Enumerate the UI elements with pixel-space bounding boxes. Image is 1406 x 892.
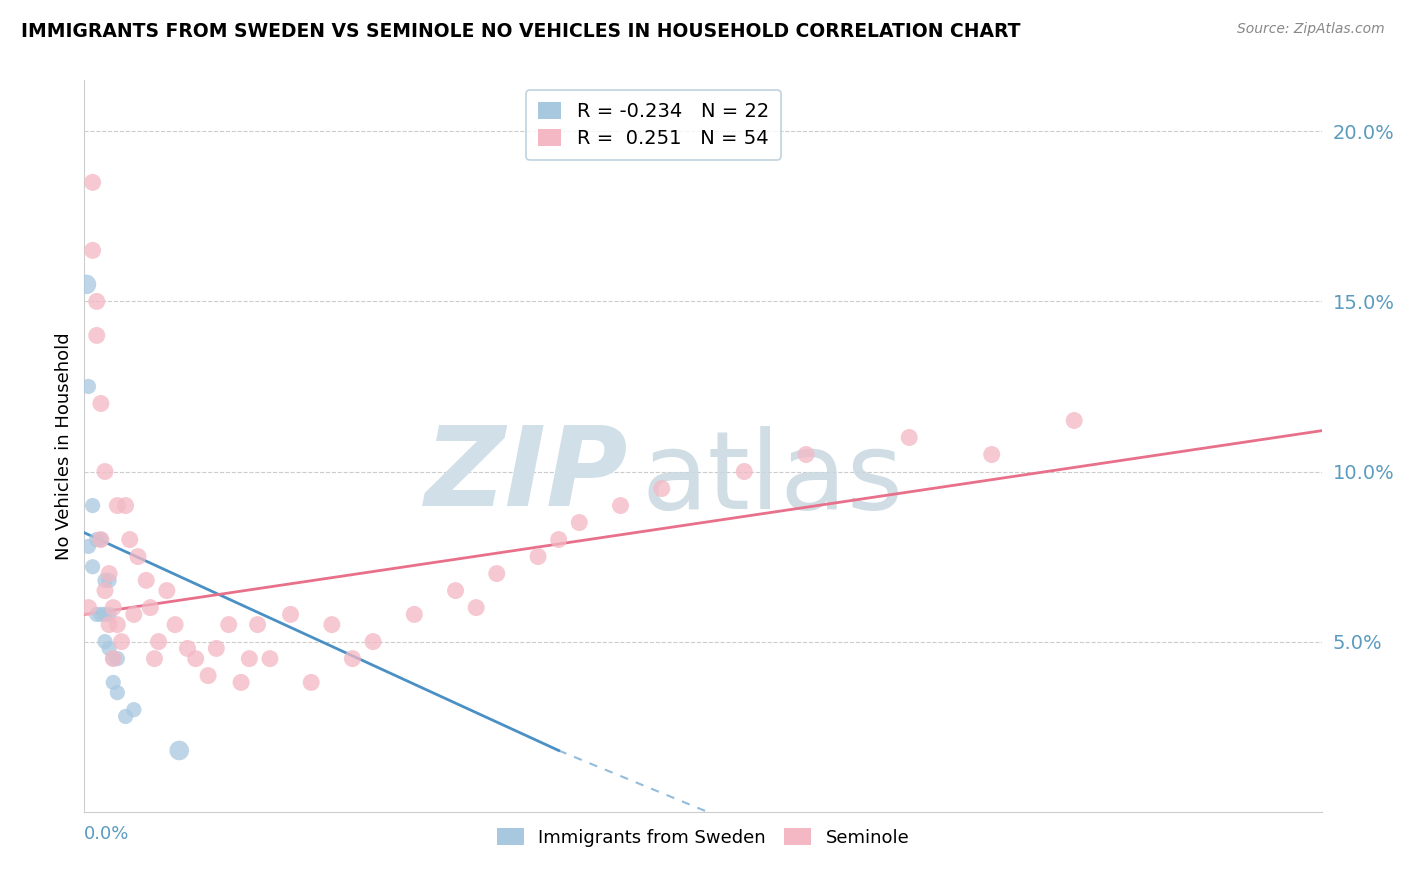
Point — [94, 574, 117, 588]
Point — [105, 651, 128, 665]
Point — [77, 379, 100, 393]
Point — [527, 549, 550, 564]
Point — [218, 617, 240, 632]
Point — [259, 651, 281, 665]
Point — [176, 641, 198, 656]
Point — [90, 607, 112, 622]
Text: IMMIGRANTS FROM SWEDEN VS SEMINOLE NO VEHICLES IN HOUSEHOLD CORRELATION CHART: IMMIGRANTS FROM SWEDEN VS SEMINOLE NO VE… — [21, 22, 1021, 41]
Point — [98, 617, 121, 632]
Point — [205, 641, 228, 656]
Point — [118, 533, 141, 547]
Point — [90, 396, 112, 410]
Point — [82, 244, 104, 258]
Point — [465, 600, 488, 615]
Point — [82, 499, 104, 513]
Text: atlas: atlas — [641, 425, 903, 532]
Point — [86, 328, 108, 343]
Point — [609, 499, 631, 513]
Point — [103, 651, 125, 665]
Point — [1063, 413, 1085, 427]
Point — [98, 566, 121, 581]
Point — [86, 607, 108, 622]
Point — [122, 703, 145, 717]
Legend: Immigrants from Sweden, Seminole: Immigrants from Sweden, Seminole — [489, 822, 917, 854]
Point — [114, 709, 136, 723]
Point — [167, 743, 190, 757]
Text: Source: ZipAtlas.com: Source: ZipAtlas.com — [1237, 22, 1385, 37]
Point — [794, 448, 817, 462]
Point — [299, 675, 322, 690]
Point — [82, 175, 104, 189]
Point — [148, 634, 170, 648]
Point — [77, 600, 100, 615]
Point — [105, 686, 128, 700]
Point — [105, 617, 128, 632]
Point — [197, 668, 219, 682]
Point — [898, 430, 921, 444]
Point — [485, 566, 508, 581]
Point — [103, 651, 125, 665]
Point — [103, 600, 125, 615]
Point — [238, 651, 260, 665]
Point — [139, 600, 162, 615]
Point — [980, 448, 1002, 462]
Point — [229, 675, 252, 690]
Point — [86, 294, 108, 309]
Point — [82, 559, 104, 574]
Point — [651, 482, 673, 496]
Point — [114, 499, 136, 513]
Point — [135, 574, 157, 588]
Point — [361, 634, 384, 648]
Point — [98, 607, 121, 622]
Point — [143, 651, 166, 665]
Point — [568, 516, 591, 530]
Point — [547, 533, 569, 547]
Point — [127, 549, 149, 564]
Point — [90, 533, 112, 547]
Point — [105, 499, 128, 513]
Point — [404, 607, 426, 622]
Point — [184, 651, 207, 665]
Point — [342, 651, 364, 665]
Point — [110, 634, 132, 648]
Point — [321, 617, 343, 632]
Point — [94, 607, 117, 622]
Point — [122, 607, 145, 622]
Point — [733, 465, 755, 479]
Point — [103, 675, 125, 690]
Point — [156, 583, 179, 598]
Text: ZIP: ZIP — [425, 422, 628, 529]
Point — [77, 540, 100, 554]
Y-axis label: No Vehicles in Household: No Vehicles in Household — [55, 332, 73, 560]
Point — [90, 533, 112, 547]
Text: 0.0%: 0.0% — [84, 825, 129, 843]
Point — [246, 617, 269, 632]
Point — [94, 634, 117, 648]
Point — [444, 583, 467, 598]
Point — [75, 277, 97, 292]
Point — [94, 583, 117, 598]
Point — [94, 465, 117, 479]
Point — [165, 617, 187, 632]
Point — [280, 607, 302, 622]
Point — [86, 533, 108, 547]
Point — [98, 574, 121, 588]
Point — [98, 641, 121, 656]
